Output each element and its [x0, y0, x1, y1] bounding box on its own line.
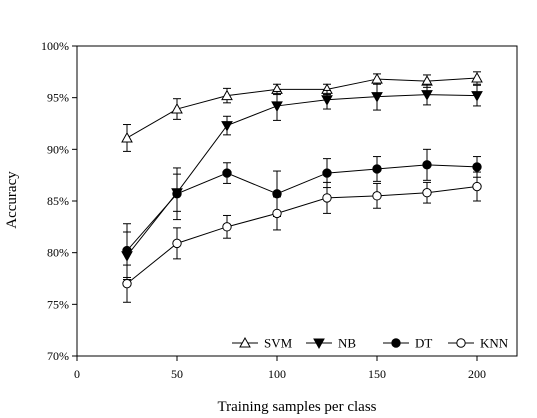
data-point-svm — [471, 72, 483, 83]
plot-frame — [76, 45, 518, 357]
data-point-knn — [472, 181, 482, 192]
series-line-knn — [126, 186, 478, 285]
plot-area — [76, 45, 518, 357]
y-axis: 70% 75% 80% 85% 90% 95% 100% — [41, 39, 77, 363]
data-point-knn — [122, 278, 132, 289]
data-point-svm — [171, 103, 183, 114]
data-point-dt — [322, 168, 332, 178]
series-layer — [121, 71, 483, 303]
legend-marker-nb — [313, 338, 325, 350]
data-point-dt — [472, 162, 482, 172]
legend-label-knn: KNN — [480, 336, 509, 351]
legend-label-dt: DT — [415, 336, 432, 351]
x-axis-title: Training samples per class — [217, 399, 376, 415]
series-line-nb — [126, 94, 478, 257]
x-tick-label: 100 — [268, 367, 286, 381]
legend-label-nb: NB — [338, 336, 356, 351]
series-nb — [121, 82, 483, 281]
y-tick-label: 75% — [47, 297, 69, 311]
data-point-svm — [121, 131, 133, 143]
data-point-nb — [271, 101, 283, 112]
legend: SVM NB DT KNN — [232, 336, 509, 351]
legend-marker-knn — [456, 338, 466, 348]
data-point-dt — [222, 168, 232, 178]
x-axis: 0 50 100 150 200 — [74, 356, 486, 381]
y-axis-title: Accuracy — [4, 171, 20, 229]
legend-label-svm: SVM — [264, 336, 293, 351]
data-point-dt — [172, 189, 182, 199]
x-tick-label: 150 — [368, 367, 386, 381]
x-tick-label: 0 — [74, 367, 80, 381]
data-point-nb — [371, 92, 383, 103]
data-point-knn — [322, 193, 332, 203]
data-point-nb — [321, 95, 333, 106]
series-dt — [122, 148, 482, 278]
data-point-svm — [221, 89, 233, 101]
y-tick-label: 85% — [47, 194, 69, 208]
legend-marker-svm — [239, 336, 251, 348]
series-line-svm — [126, 77, 478, 139]
series-knn — [122, 171, 482, 303]
data-point-knn — [422, 188, 432, 198]
data-point-svm — [371, 73, 383, 84]
y-tick-label: 95% — [47, 91, 69, 105]
legend-marker-dt — [391, 338, 401, 348]
data-point-nb — [221, 121, 233, 132]
y-tick-label: 100% — [41, 39, 69, 53]
data-point-knn — [372, 191, 382, 201]
y-tick-label: 90% — [47, 142, 69, 156]
x-tick-label: 200 — [468, 367, 486, 381]
data-point-dt — [422, 160, 432, 170]
x-tick-label: 50 — [171, 367, 183, 381]
data-point-dt — [372, 164, 382, 174]
data-point-knn — [172, 238, 182, 249]
series-line-dt — [126, 164, 478, 251]
data-point-nb — [471, 91, 483, 102]
data-point-dt — [122, 245, 132, 256]
data-point-nb — [421, 90, 433, 101]
data-point-knn — [272, 208, 282, 219]
y-tick-label: 70% — [47, 349, 69, 363]
data-point-knn — [222, 222, 232, 232]
y-tick-label: 80% — [47, 246, 69, 260]
